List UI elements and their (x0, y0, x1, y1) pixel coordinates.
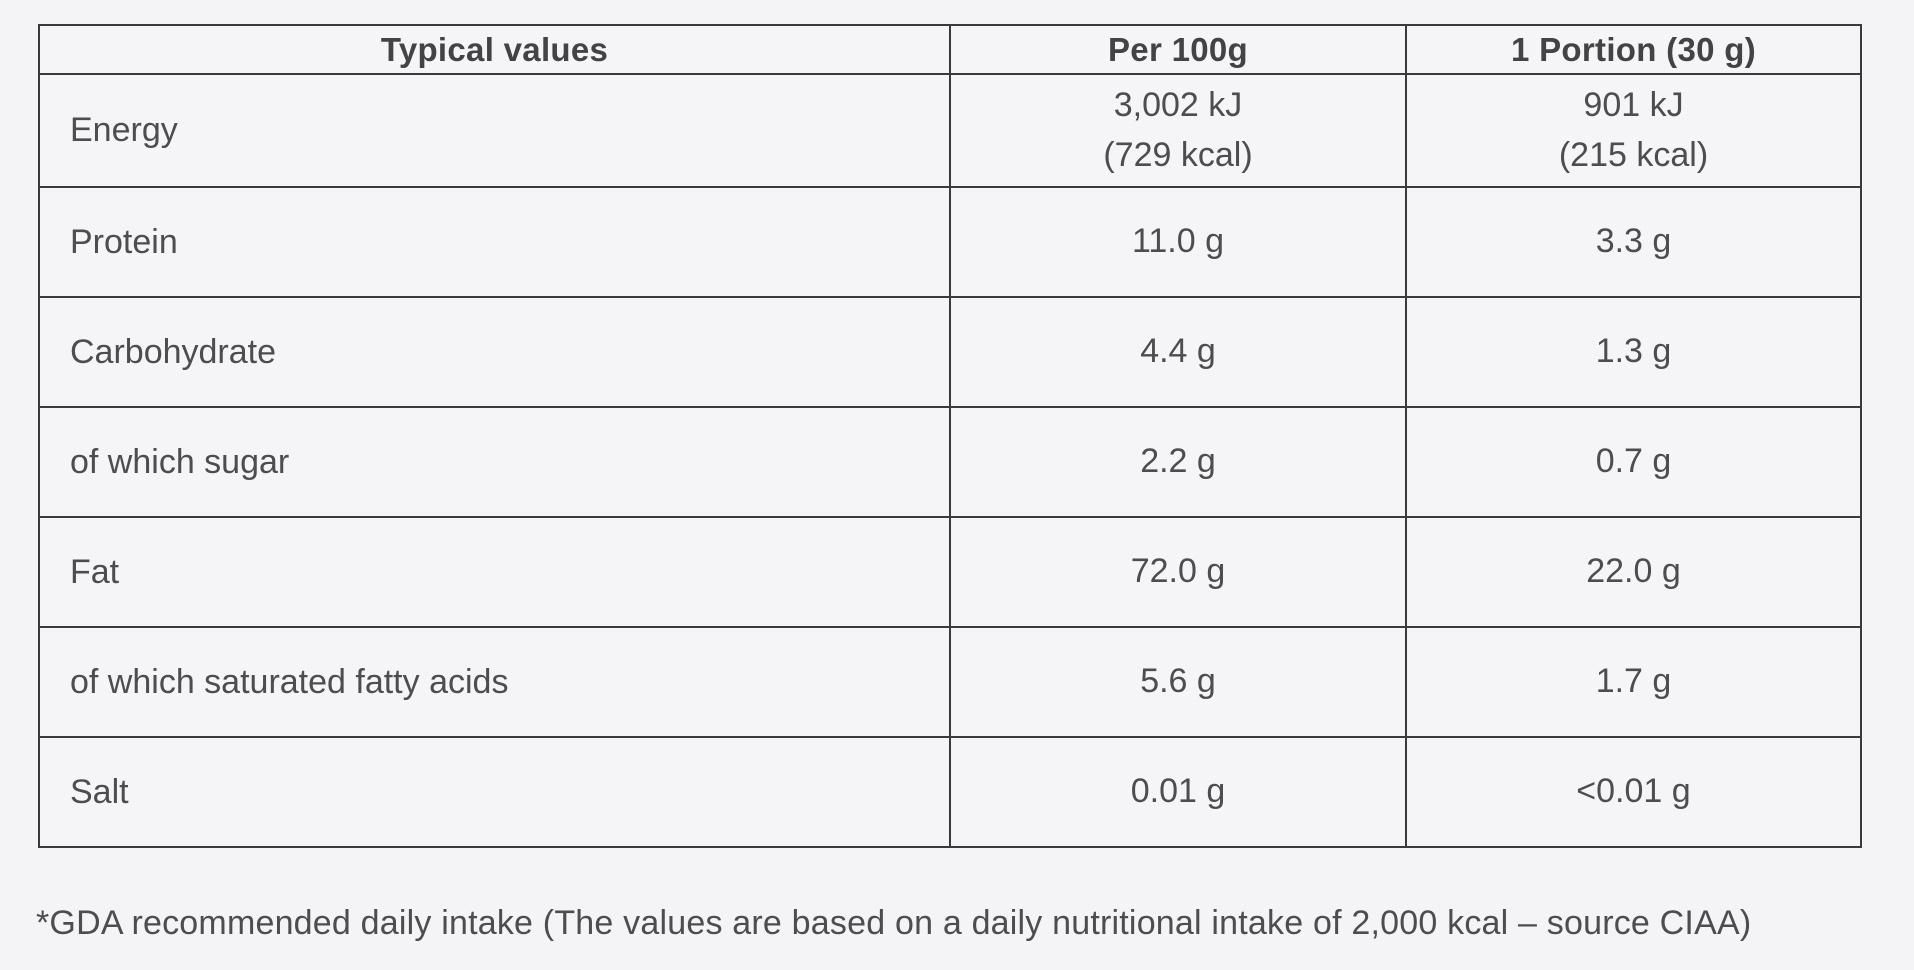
row-label: Salt (38, 736, 951, 848)
value-per-100g: 3,002 kJ (729 kcal) (949, 73, 1407, 188)
table-row-carbohydrate: Carbohydrate 4.4 g 1.3 g (38, 296, 1862, 408)
table-row-protein: Protein 11.0 g 3.3 g (38, 186, 1862, 298)
value-per-100g: 4.4 g (949, 296, 1407, 408)
value-per-portion: 901 kJ (215 kcal) (1405, 73, 1862, 188)
table-body: Energy 3,002 kJ (729 kcal) 901 kJ (215 k… (38, 73, 1862, 848)
gda-footnote: *GDA recommended daily intake (The value… (36, 904, 1752, 942)
value-per-100g: 72.0 g (949, 516, 1407, 628)
value-per-portion: <0.01 g (1405, 736, 1862, 848)
row-label: Energy (38, 73, 951, 188)
table-row-fat: Fat 72.0 g 22.0 g (38, 516, 1862, 628)
value-per-100g: 0.01 g (949, 736, 1407, 848)
value-per-100g: 5.6 g (949, 626, 1407, 738)
value-per-100g: 2.2 g (949, 406, 1407, 518)
table-row-salt: Salt 0.01 g <0.01 g (38, 736, 1862, 848)
table-row-sugar: of which sugar 2.2 g 0.7 g (38, 406, 1862, 518)
header-per-100g: Per 100g (949, 24, 1407, 75)
row-label: Protein (38, 186, 951, 298)
value-per-100g: 11.0 g (949, 186, 1407, 298)
nutrition-table: Typical values Per 100g 1 Portion (30 g)… (38, 24, 1862, 848)
table-row-energy: Energy 3,002 kJ (729 kcal) 901 kJ (215 k… (38, 73, 1862, 188)
header-portion: 1 Portion (30 g) (1405, 24, 1862, 75)
table-header: Typical values Per 100g 1 Portion (30 g) (38, 24, 1862, 75)
header-row: Typical values Per 100g 1 Portion (30 g) (38, 24, 1862, 75)
row-label: Carbohydrate (38, 296, 951, 408)
row-label: of which saturated fatty acids (38, 626, 951, 738)
value-per-portion: 1.7 g (1405, 626, 1862, 738)
header-typical-values: Typical values (38, 24, 951, 75)
table-row-saturated-fat: of which saturated fatty acids 5.6 g 1.7… (38, 626, 1862, 738)
page: Typical values Per 100g 1 Portion (30 g)… (0, 24, 1914, 970)
value-per-portion: 3.3 g (1405, 186, 1862, 298)
row-label: of which sugar (38, 406, 951, 518)
value-per-portion: 1.3 g (1405, 296, 1862, 408)
value-per-portion: 22.0 g (1405, 516, 1862, 628)
value-per-portion: 0.7 g (1405, 406, 1862, 518)
row-label: Fat (38, 516, 951, 628)
